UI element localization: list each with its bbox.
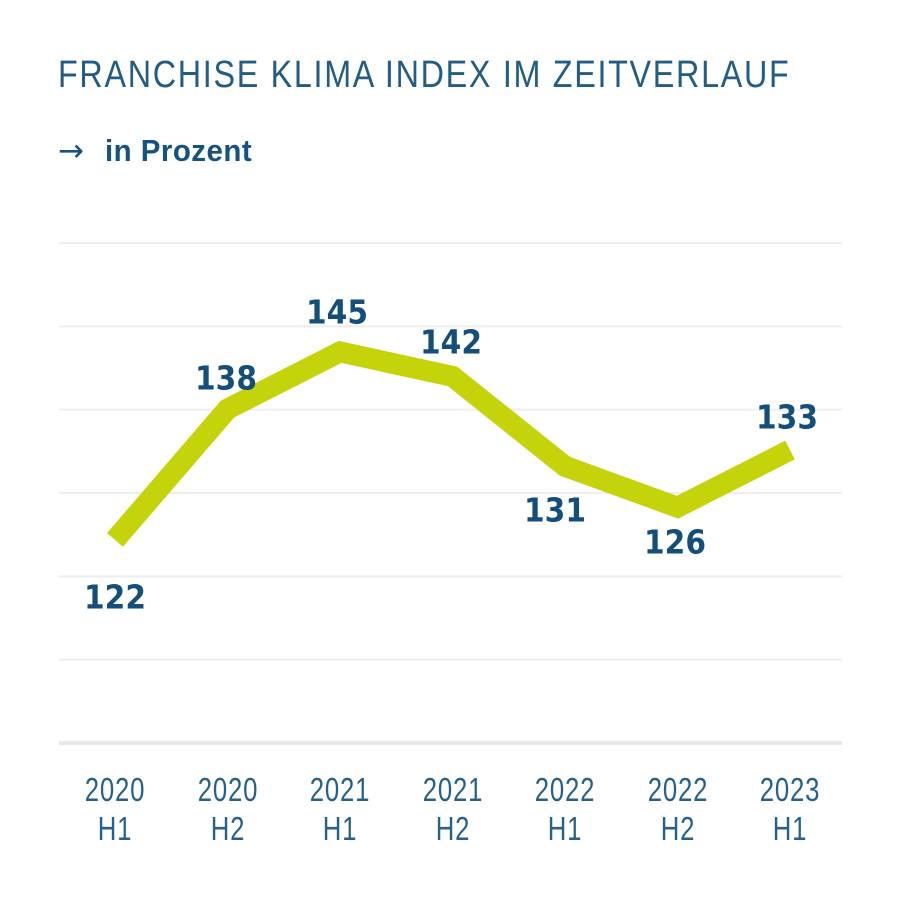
x-axis-label: 2020 H2: [189, 770, 266, 848]
x-axis-label-half: H2: [660, 810, 695, 847]
arrow-right-icon: →: [58, 132, 84, 169]
chart-title: FRANCHISE KLIMA INDEX IM ZEITVERLAUF: [58, 54, 791, 96]
x-axis-label: 2020 H1: [76, 770, 153, 848]
x-axis-label: 2022 H1: [526, 770, 603, 848]
data-label: 142: [419, 322, 483, 362]
data-label: 138: [194, 358, 258, 398]
x-axis-label: 2021 H1: [301, 770, 378, 848]
x-axis-label-half: H1: [772, 810, 808, 847]
data-label: 122: [83, 577, 147, 617]
x-axis-label: 2021 H2: [414, 770, 491, 848]
x-axis-label-year: 2020: [84, 771, 146, 808]
chart-subtitle-label: in Prozent: [104, 133, 253, 168]
x-axis-label-half: H1: [322, 810, 358, 847]
x-axis-label-year: 2022: [534, 771, 596, 808]
x-axis-label-half: H2: [210, 810, 245, 847]
x-axis-label-half: H2: [435, 810, 470, 847]
x-axis-label-half: H1: [97, 810, 133, 847]
x-axis-label-year: 2020: [197, 771, 258, 808]
x-axis-label-year: 2022: [647, 771, 708, 808]
x-axis-label-year: 2023: [759, 771, 821, 808]
data-label: 133: [755, 397, 819, 437]
data-label: 131: [523, 490, 587, 530]
chart-subtitle: → in Prozent: [58, 133, 260, 169]
data-label: 145: [305, 292, 369, 332]
data-label: 126: [643, 522, 707, 562]
index-line: [107, 340, 795, 547]
x-axis-label-year: 2021: [422, 771, 483, 808]
x-axis-label: 2023 H1: [751, 770, 828, 848]
x-axis-label-year: 2021: [309, 771, 371, 808]
x-axis-label-half: H1: [547, 810, 583, 847]
x-axis-label: 2022 H2: [639, 770, 716, 848]
